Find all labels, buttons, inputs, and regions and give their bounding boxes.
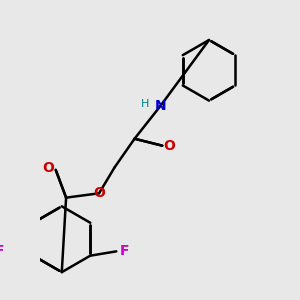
Text: O: O	[42, 161, 54, 175]
Text: O: O	[163, 139, 175, 153]
Text: H: H	[141, 99, 149, 109]
Text: N: N	[155, 99, 166, 113]
Text: F: F	[119, 244, 129, 258]
Text: F: F	[0, 244, 4, 258]
Text: O: O	[93, 186, 105, 200]
